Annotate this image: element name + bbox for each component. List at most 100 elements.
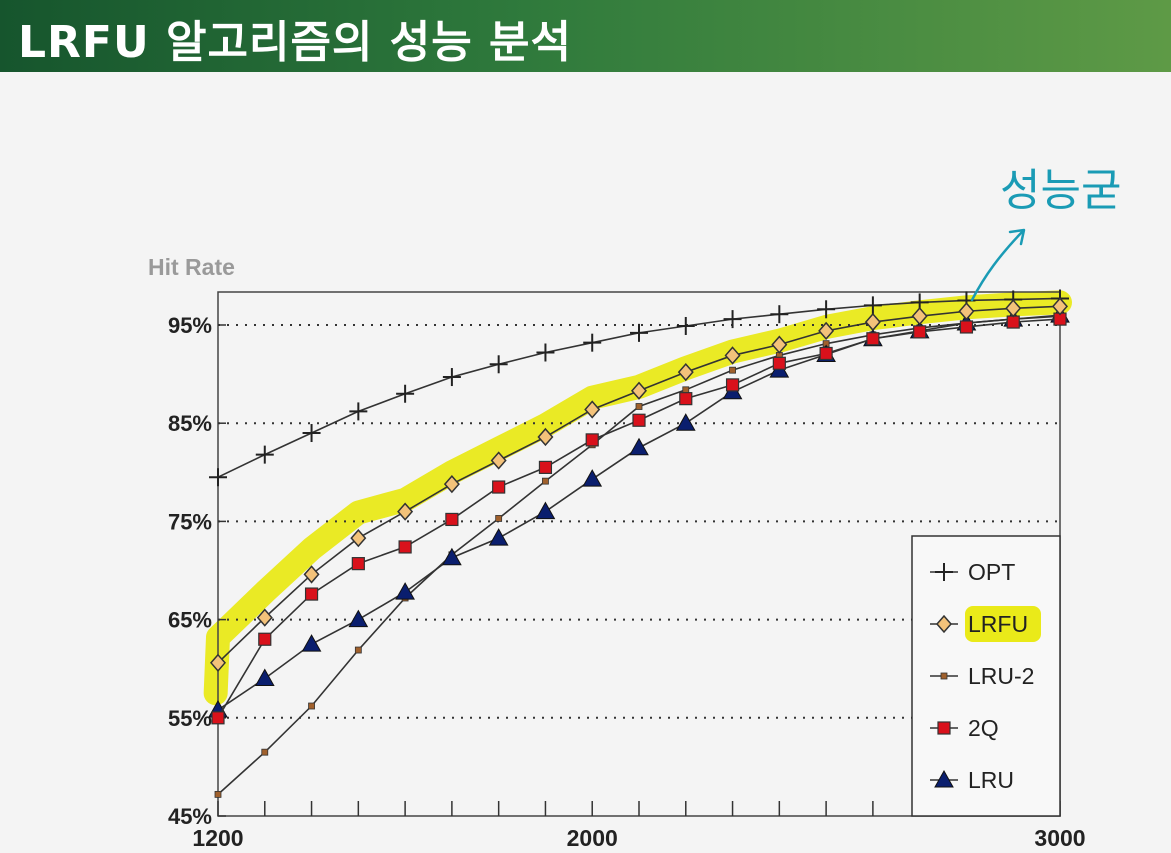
2q-marker <box>445 512 459 527</box>
lrfu-marker <box>818 321 835 341</box>
lrfu-marker <box>677 362 694 382</box>
lrfu-marker <box>397 502 414 521</box>
highlighter-stroke <box>203 290 1072 706</box>
legend-label: LRU <box>968 767 1014 793</box>
lru2-marker <box>729 366 736 374</box>
legend-item: LRU-2 <box>930 663 1034 689</box>
2q-marker <box>913 325 927 339</box>
lru-marker <box>348 609 369 628</box>
legend-highlight <box>965 606 1041 642</box>
lru2-marker <box>308 702 315 710</box>
2q-marker <box>351 557 365 571</box>
opt-marker <box>349 402 368 421</box>
y-tick-label: 55% <box>168 706 212 731</box>
lru-marker <box>395 582 415 600</box>
2q-marker <box>398 540 412 554</box>
2q-marker <box>304 587 319 601</box>
lru2-marker <box>542 477 549 485</box>
opt-marker <box>935 563 953 581</box>
legend-item: LRU <box>930 767 1014 793</box>
annotation-arrow <box>970 230 1024 302</box>
slide-title: LRFU 알고리즘의 성능 분석 <box>18 17 572 68</box>
lrfu-marker <box>537 427 554 447</box>
annotation-arrowhead <box>1008 228 1026 246</box>
2q-marker <box>1006 315 1020 329</box>
lrfu-marker <box>771 335 788 354</box>
lru-marker <box>535 501 556 520</box>
opt-marker <box>442 368 461 387</box>
legend-label: LRU-2 <box>968 663 1034 689</box>
lrfu-marker <box>350 528 367 548</box>
series-2q <box>211 312 1067 725</box>
legend-label: OPT <box>968 559 1015 585</box>
lrfu-marker <box>256 608 273 627</box>
legend: OPT LRFU LRU-2 2Q LRU <box>911 535 1061 817</box>
lrfu-marker <box>490 451 507 470</box>
lrfu-marker <box>1052 297 1068 316</box>
lrfu-marker <box>1005 299 1022 318</box>
lrfu-marker <box>303 565 320 584</box>
2q-marker <box>819 346 833 361</box>
y-tick-label: 95% <box>168 313 212 338</box>
2q-marker <box>211 711 225 725</box>
y-tick-label: 85% <box>168 411 212 436</box>
opt-marker <box>863 296 882 315</box>
2q-marker <box>772 356 786 370</box>
lru2-marker <box>635 403 643 410</box>
lru2-marker <box>940 672 948 680</box>
2q-marker <box>937 721 951 735</box>
2q-marker <box>725 378 740 392</box>
lrfu-marker <box>864 312 881 332</box>
y-tick-label: 45% <box>168 804 212 829</box>
opt-marker <box>770 305 789 324</box>
opt-marker <box>489 355 508 374</box>
lrfu-marker <box>210 653 226 672</box>
lru2-marker <box>682 386 690 394</box>
lrfu-marker <box>584 400 601 419</box>
opt-marker <box>817 300 836 319</box>
y-tick-label: 65% <box>168 608 212 633</box>
legend-label: 2Q <box>968 715 999 741</box>
x-tick-label: 1200 <box>192 825 243 851</box>
lru-marker <box>675 413 696 431</box>
opt-marker <box>583 333 602 352</box>
x-tick-label: 3000 <box>1034 825 1085 851</box>
2q-marker <box>538 460 553 474</box>
2q-marker <box>632 413 646 427</box>
lru-marker <box>488 528 509 546</box>
lrfu-marker <box>443 474 460 494</box>
y-axis-title: Hit Rate <box>148 254 235 280</box>
legend-label: LRFU <box>968 611 1028 637</box>
opt-marker <box>255 445 274 464</box>
lru2-marker <box>214 790 222 798</box>
lru2-marker <box>261 748 269 756</box>
lru-marker <box>934 769 954 788</box>
y-tick-label: 75% <box>168 509 212 534</box>
handwritten-annotation: 성능굳 <box>970 165 1121 302</box>
opt-marker <box>209 468 227 487</box>
series-lrfu <box>210 297 1068 672</box>
x-tick-label: 2000 <box>567 825 618 851</box>
2q-marker <box>258 632 272 646</box>
lru-marker <box>629 437 649 456</box>
lru-marker <box>582 469 603 487</box>
2q-marker <box>679 392 693 406</box>
opt-marker <box>630 323 648 342</box>
2q-marker <box>492 480 506 494</box>
opt-marker <box>676 316 695 335</box>
lrfu-marker <box>936 614 952 634</box>
legend-item: OPT <box>930 559 1015 585</box>
2q-marker <box>866 332 880 346</box>
2q-marker <box>959 320 974 334</box>
slide-title-bar: LRFU 알고리즘의 성능 분석 <box>0 0 1171 72</box>
lru-marker <box>301 634 322 652</box>
opt-marker <box>723 310 742 329</box>
lru2-marker <box>354 646 362 654</box>
opt-marker <box>302 424 321 443</box>
lrfu-marker <box>958 302 975 321</box>
lrfu-marker <box>724 346 741 365</box>
annotation-note: 성능굳 <box>1000 165 1121 216</box>
legend-item: LRFU <box>930 606 1041 642</box>
lrfu-marker <box>911 307 928 326</box>
